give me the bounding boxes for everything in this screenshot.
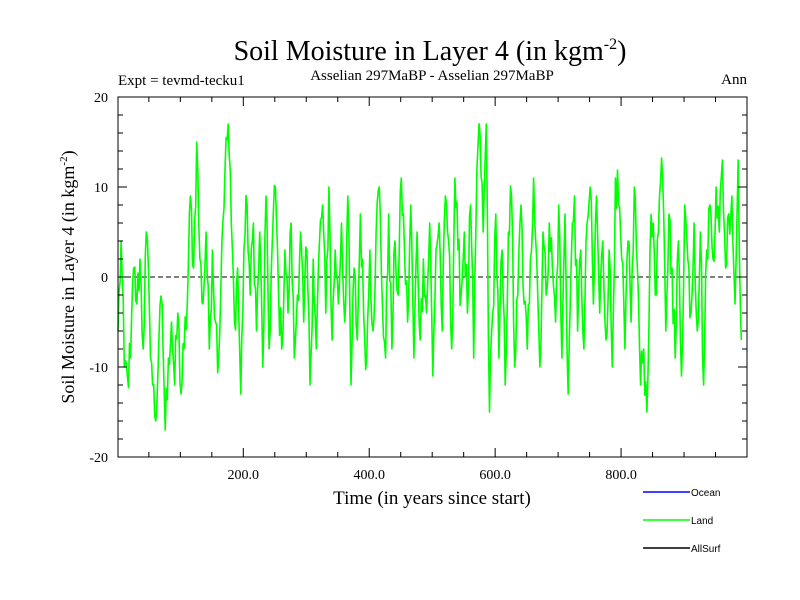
experiment-label: Expt = tevmd-tecku1: [118, 73, 245, 89]
y-axis-label-main: Soil Moisture in Layer 4 (in kgm: [58, 166, 79, 404]
chart-title-end: ): [617, 36, 626, 67]
y-tick-label: -20: [89, 451, 108, 466]
y-axis-label-end: ): [58, 150, 79, 156]
plot-frame: [117, 96, 748, 458]
x-tick-label: 800.0: [605, 468, 637, 483]
x-axis-label: Time (in years since start): [333, 488, 531, 509]
y-tick-label: 0: [101, 271, 108, 286]
axis-ticks: 200.0 400.0 600.0 800.0 20 10 0 -10 -20: [89, 91, 747, 483]
y-tick-label: -10: [89, 361, 108, 376]
y-axis-label: Soil Moisture in Layer 4 (in kgm-2): [58, 150, 79, 403]
x-tick-label: 600.0: [479, 468, 511, 483]
legend-label-allsurf: AllSurf: [691, 544, 721, 555]
series-layer: [117, 122, 743, 431]
legend: Ocean Land AllSurf: [643, 488, 721, 555]
y-tick-label: 10: [94, 181, 108, 196]
legend-label-ocean: Ocean: [691, 488, 720, 499]
chart-title-main: Soil Moisture in Layer 4 (in kgm: [234, 36, 604, 67]
season-label: Ann: [721, 72, 747, 88]
legend-label-land: Land: [691, 516, 713, 527]
series-line-land: [117, 122, 743, 431]
chart-title-sup: -2: [604, 36, 617, 53]
y-tick-label: 20: [94, 91, 108, 106]
y-axis-label-sup: -2: [58, 156, 70, 165]
chart-title: Soil Moisture in Layer 4 (in kgm-2): [234, 36, 627, 67]
x-tick-label: 400.0: [353, 468, 385, 483]
chart-subtitle: Asselian 297MaBP - Asselian 297MaBP: [310, 68, 554, 84]
x-tick-label: 200.0: [228, 468, 260, 483]
